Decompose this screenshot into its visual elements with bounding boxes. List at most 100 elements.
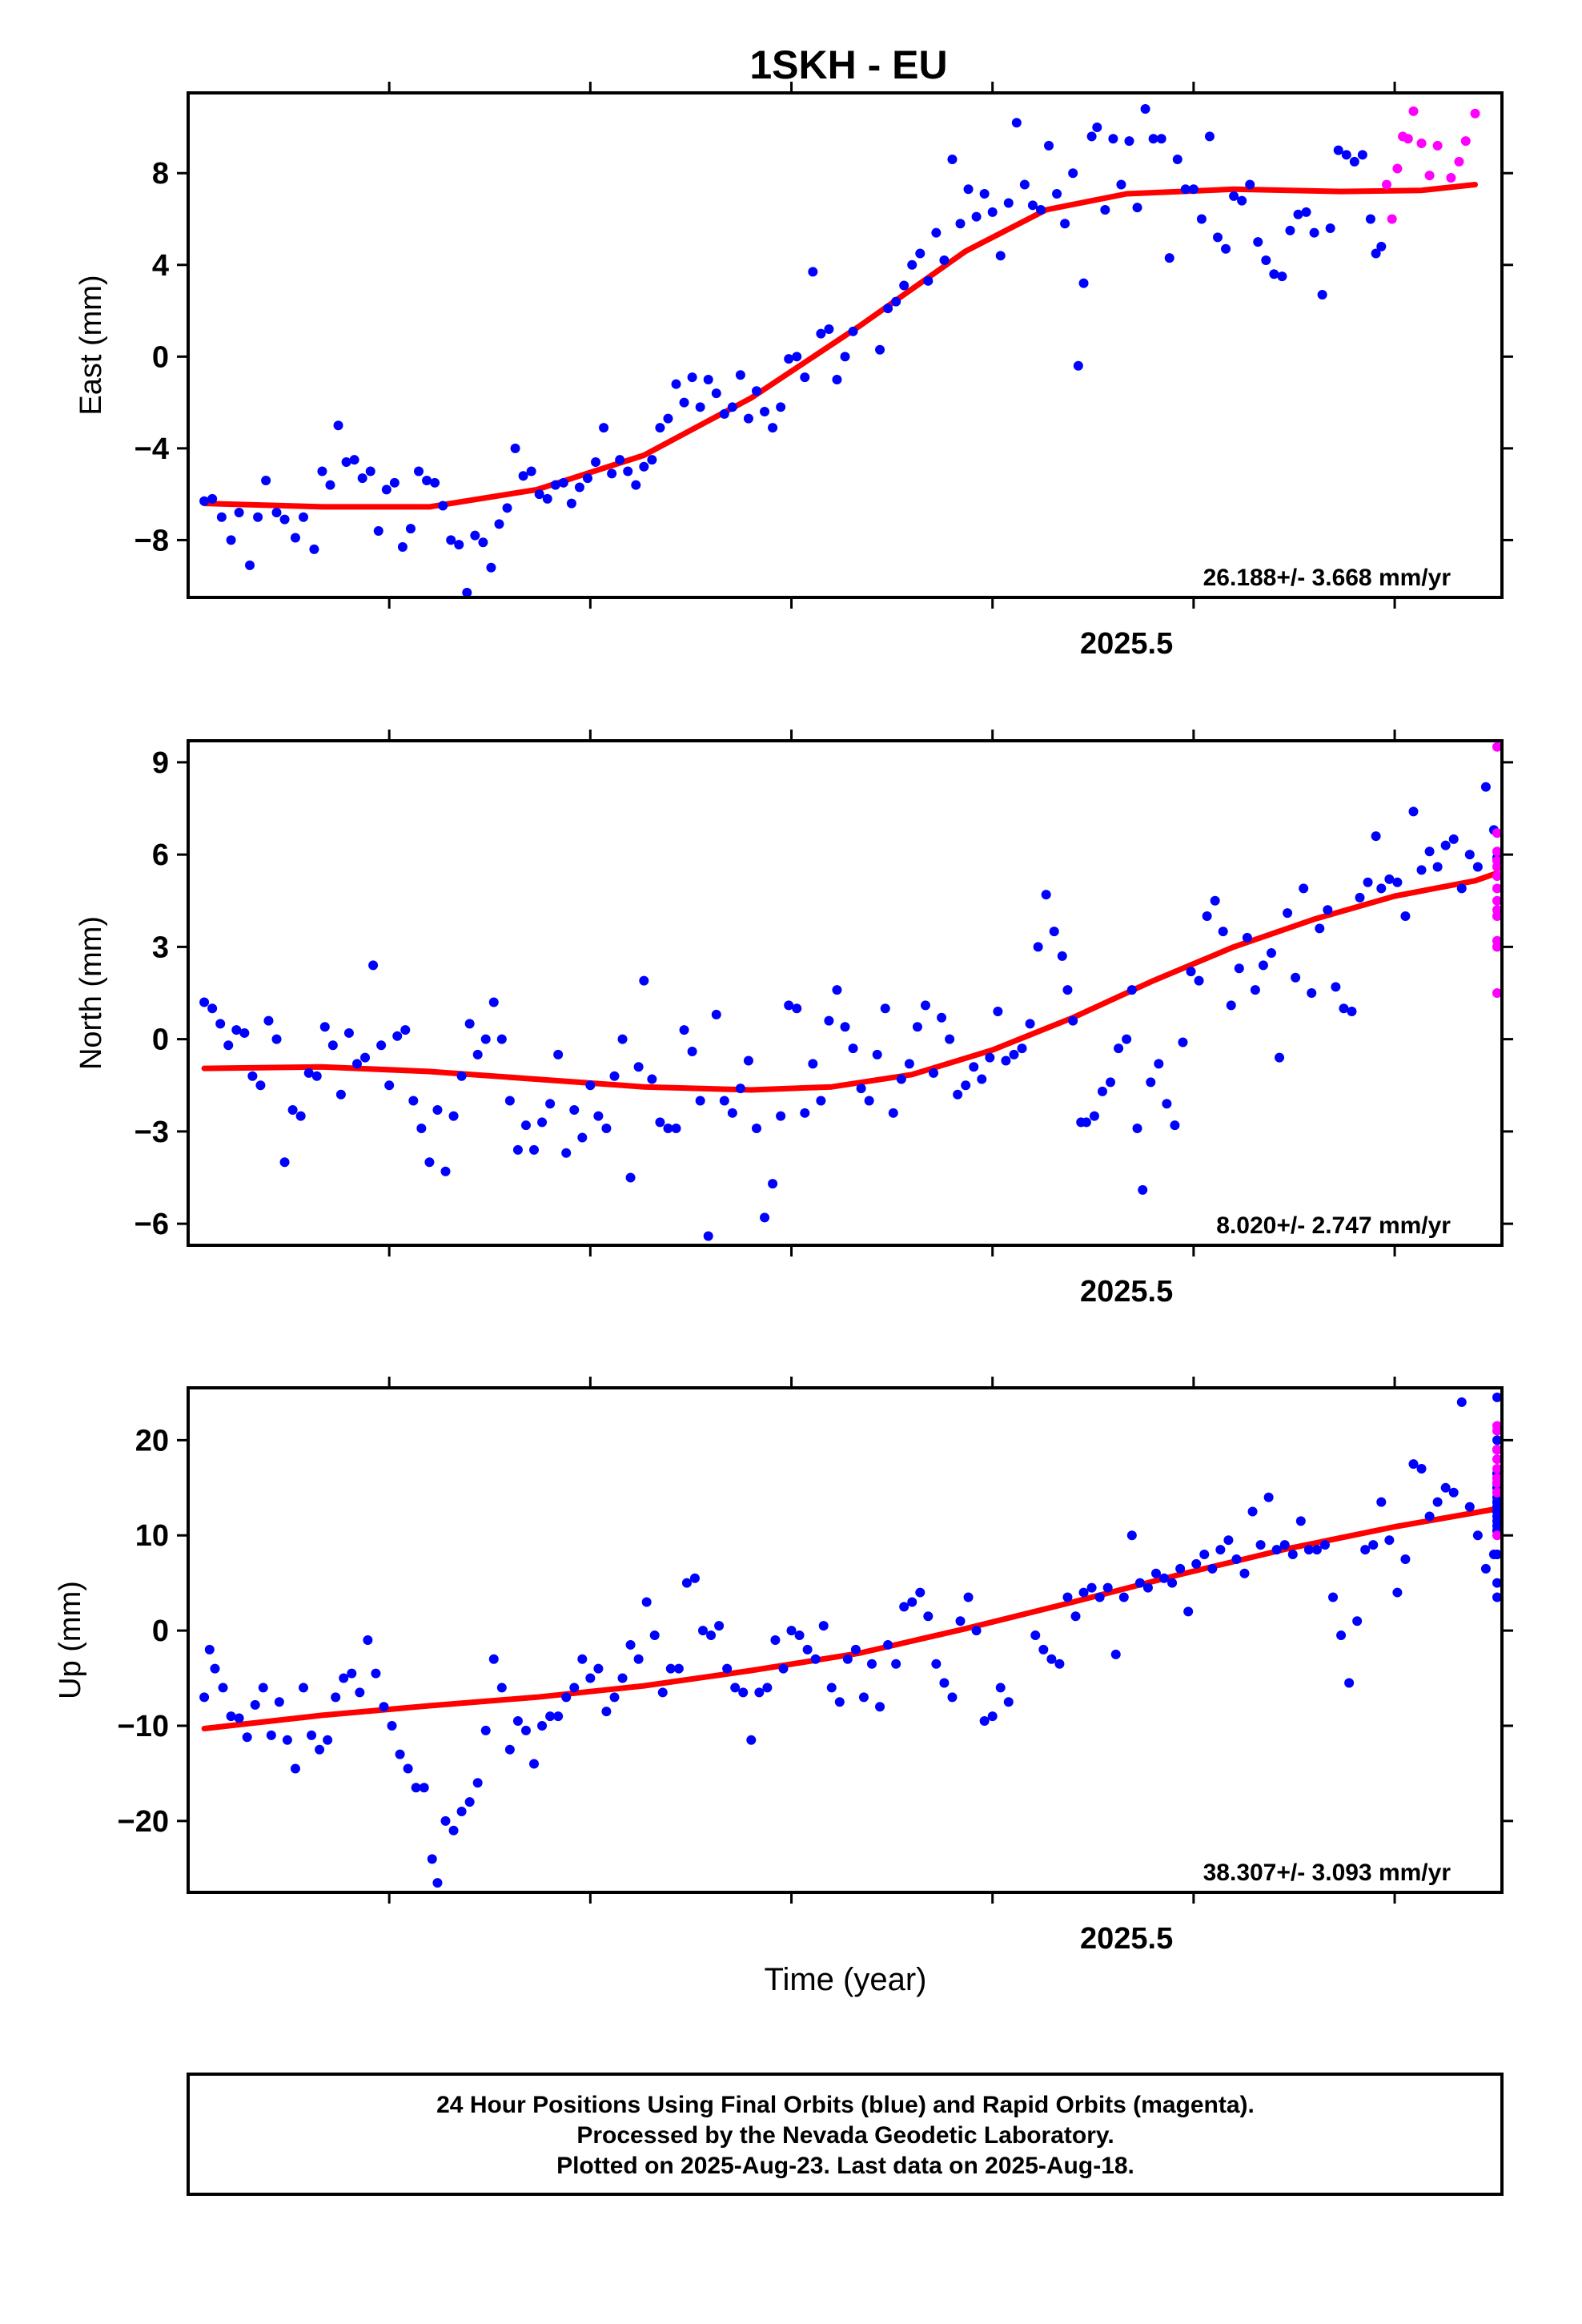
up-final-point [1175,1563,1186,1574]
up-final-point [226,1711,236,1722]
north-ytick-label: 6 [152,838,169,872]
north-final-point [360,1052,371,1063]
east-final-point [389,477,400,488]
east-axis-label: East (mm) [74,275,108,415]
up-final-point [250,1699,260,1710]
north-final-point [639,975,649,986]
east-final-point [776,402,786,412]
up-points-layer [199,1392,1502,1888]
north-final-point [1456,883,1467,894]
up-final-point [218,1683,228,1693]
north-final-point [1432,862,1443,872]
up-final-point [1319,1540,1330,1550]
east-final-point [397,542,408,552]
up-final-point [355,1687,365,1698]
east-final-point [1116,179,1126,190]
north-panel: −6 −3 0 3 6 9 2025.5 North (mm) 8.020+/- 2.747… [74,730,1513,1309]
up-final-point [1492,1497,1502,1507]
north-final-point [1283,908,1293,919]
up-final-point [1003,1697,1014,1707]
north-final-point [223,1040,234,1051]
up-final-point [955,1616,966,1626]
east-final-point [486,562,496,573]
north-final-point [327,1040,338,1051]
north-xtick-label: 2025.5 [1080,1275,1173,1309]
north-final-point [904,1059,914,1069]
east-final-point [542,493,552,504]
up-final-point [738,1687,749,1698]
east-final-point [271,508,282,518]
east-ticks: −8 −4 0 4 8 2025.5 [135,82,1513,661]
up-final-point [883,1639,893,1650]
north-final-point [287,1104,298,1115]
up-final-point [1336,1630,1347,1641]
up-rapid-point [1492,1487,1502,1498]
east-final-point [1237,195,1247,206]
up-final-point [1492,1550,1502,1560]
north-final-point [343,1027,354,1038]
up-final-point [850,1644,861,1655]
north-final-point [448,1111,459,1121]
up-final-point [625,1639,636,1650]
north-final-point [1424,846,1435,857]
north-final-point [1315,923,1325,934]
up-ytick-label: −10 [118,1710,169,1743]
north-final-point [848,1043,858,1054]
up-final-point [440,1815,451,1826]
up-final-point [1344,1678,1355,1688]
east-final-point [290,533,300,543]
east-final-point [333,420,343,431]
up-final-point [1167,1578,1178,1588]
north-final-point [1009,1049,1019,1059]
north-final-point [520,1120,531,1131]
east-final-point [591,457,601,468]
north-final-point [1089,1111,1099,1121]
east-final-point [1068,168,1078,179]
east-final-point [317,466,327,476]
north-final-point [545,1099,556,1109]
north-plot-frame [187,739,1504,1247]
east-final-point [955,219,966,229]
north-final-point [585,1080,596,1091]
east-final-point [832,374,842,384]
east-rapid-point [1387,214,1397,224]
north-final-point [1068,1015,1078,1026]
east-final-point [1003,198,1014,208]
north-final-point [553,1049,564,1059]
east-final-point [1078,278,1089,288]
north-final-point [872,1049,882,1059]
north-final-point [719,1096,729,1106]
north-final-point [1126,985,1137,995]
north-final-point [727,1108,737,1118]
up-final-point [641,1597,652,1607]
east-final-point [1229,191,1239,201]
up-final-point [1416,1464,1427,1474]
east-final-point [760,407,770,417]
north-final-point [1001,1055,1011,1066]
east-ytick-label: 4 [152,249,169,283]
up-final-point [411,1783,421,1793]
up-final-point [1464,1502,1475,1512]
east-final-point [373,525,383,536]
east-final-point [923,275,934,286]
north-final-point [1464,850,1475,860]
up-final-point [875,1702,885,1712]
up-final-point [545,1711,556,1722]
north-final-point [800,1108,810,1118]
up-final-point [1492,1592,1502,1602]
east-final-point [1245,179,1255,190]
east-final-point [1253,237,1263,247]
north-final-point [1041,890,1051,900]
north-final-point [496,1034,507,1044]
east-final-point [245,560,255,570]
north-ytick-label: 3 [152,931,169,964]
east-ytick-label: −8 [135,524,169,557]
north-final-point [1202,911,1212,921]
up-final-point [1118,1592,1129,1602]
east-final-point [566,498,576,509]
east-final-point [679,397,689,408]
up-final-point [1150,1568,1161,1578]
east-final-point [695,402,705,412]
east-final-point [1100,205,1110,215]
east-final-point [574,482,584,493]
